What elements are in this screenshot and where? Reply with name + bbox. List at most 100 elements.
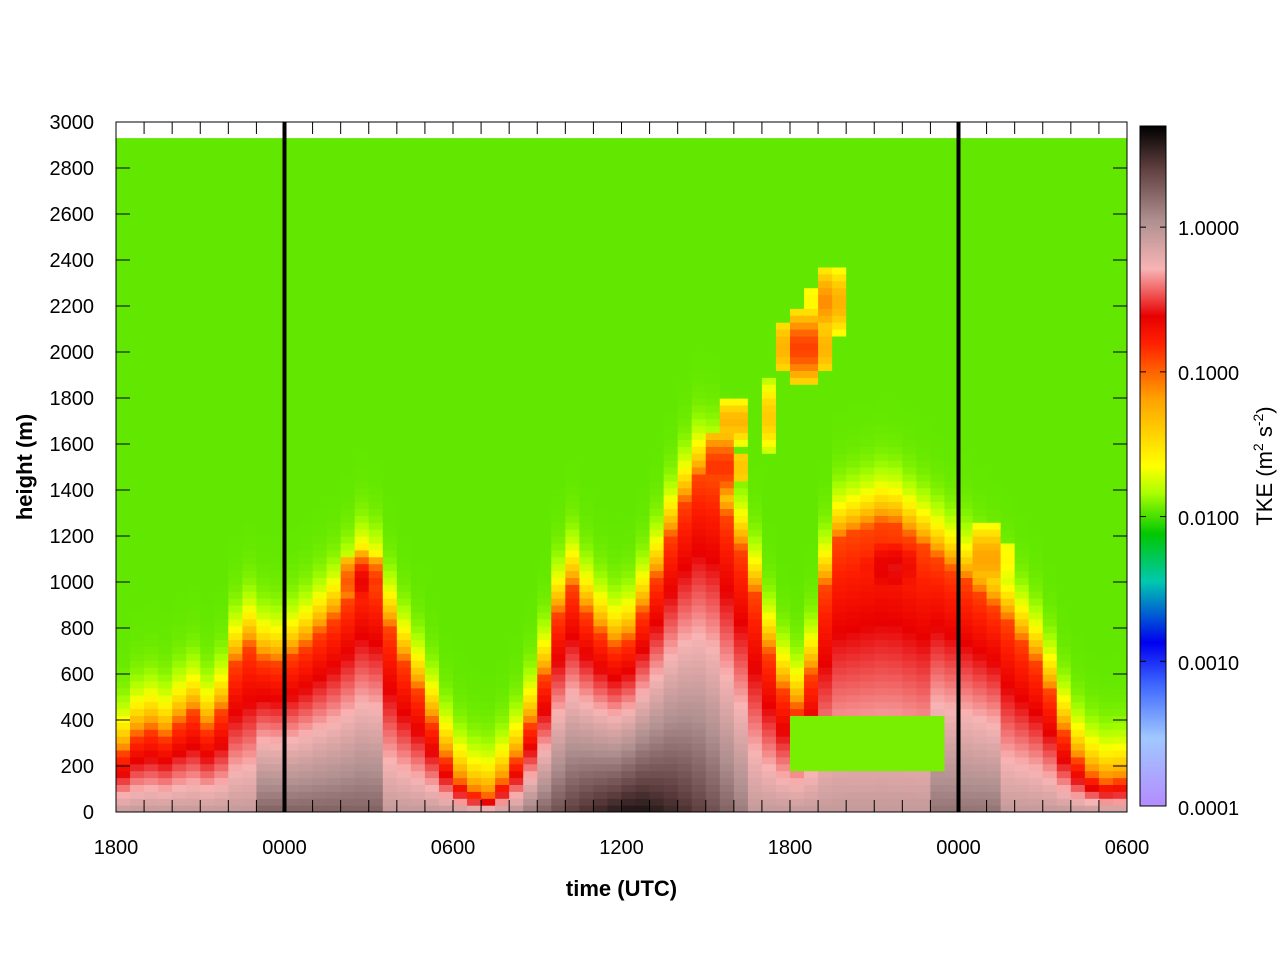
heatmap-cell — [775, 736, 791, 744]
heatmap-cell — [242, 584, 258, 592]
heatmap-cell — [551, 149, 566, 158]
heatmap-cell — [467, 798, 482, 806]
heatmap-cell — [607, 246, 623, 254]
heatmap-cell — [481, 763, 496, 772]
heatmap-cell — [775, 197, 791, 206]
heatmap-cell — [158, 749, 173, 758]
heatmap-cell — [635, 191, 651, 199]
heatmap-cell — [747, 239, 763, 247]
heatmap-cell — [326, 384, 342, 392]
heatmap-cell — [354, 225, 370, 233]
heatmap-cell — [200, 418, 215, 427]
heatmap-cell — [467, 266, 482, 275]
heatmap-cell — [270, 501, 286, 509]
heatmap-cell — [410, 138, 426, 144]
heatmap-cell — [396, 197, 412, 206]
heatmap-cell — [186, 467, 201, 475]
heatmap-cell — [382, 674, 398, 682]
heatmap-cell — [551, 480, 566, 489]
heatmap-cell — [733, 439, 749, 447]
heatmap-cell — [312, 749, 328, 758]
heatmap-cell — [691, 356, 707, 365]
heatmap-cell — [705, 542, 721, 551]
heatmap-cell — [354, 632, 370, 641]
heatmap-cell — [565, 687, 580, 696]
heatmap-cell — [410, 211, 426, 220]
heatmap-cell — [256, 266, 272, 275]
heatmap-cell — [270, 404, 286, 413]
heatmap-cell — [214, 253, 229, 261]
heatmap-cell — [635, 632, 651, 641]
heatmap-cell — [621, 784, 637, 792]
heatmap-cell — [144, 667, 159, 675]
heatmap-cell — [804, 218, 819, 227]
heatmap-cell — [551, 170, 566, 178]
heatmap-cell — [424, 487, 440, 496]
heatmap-cell — [200, 618, 215, 627]
heatmap-cell — [467, 184, 482, 192]
heatmap-cell — [775, 301, 791, 309]
heatmap-cell — [621, 184, 637, 192]
heatmap-cell — [495, 260, 510, 268]
heatmap-cell — [565, 322, 580, 330]
heatmap-cell — [382, 777, 398, 785]
heatmap-cell — [747, 460, 763, 468]
heatmap-cell — [551, 611, 566, 620]
heatmap-cell — [761, 322, 777, 330]
heatmap-cell — [677, 542, 693, 551]
heatmap-cell — [804, 432, 819, 440]
heatmap-cell — [607, 218, 623, 227]
heatmap-cell — [382, 377, 398, 385]
heatmap-cell — [438, 763, 454, 772]
heatmap-cell — [214, 770, 229, 779]
heatmap-cell — [481, 177, 496, 185]
heatmap-cell — [438, 439, 454, 447]
heatmap-cell — [200, 501, 215, 509]
heatmap-cell — [677, 667, 693, 675]
heatmap-cell — [284, 197, 300, 206]
heatmap-cell — [467, 784, 482, 792]
heatmap-cell — [593, 260, 609, 268]
heatmap-cell — [382, 439, 398, 447]
heatmap-cell — [565, 763, 580, 772]
heatmap-cell — [790, 411, 805, 420]
heatmap-cell — [242, 660, 258, 668]
heatmap-cell — [410, 439, 426, 447]
heatmap-cell — [607, 170, 623, 178]
heatmap-cell — [509, 197, 524, 206]
heatmap-cell — [354, 191, 370, 199]
heatmap-cell — [270, 329, 286, 337]
heatmap-cell — [804, 598, 819, 606]
heatmap-cell — [298, 301, 314, 309]
heatmap-cell — [719, 453, 735, 461]
heatmap-cell — [242, 480, 258, 489]
heatmap-cell — [705, 411, 721, 420]
heatmap-cell — [579, 639, 595, 647]
heatmap-cell — [144, 501, 159, 509]
heatmap-cell — [761, 308, 777, 316]
heatmap-cell — [733, 156, 749, 164]
heatmap-cell — [635, 398, 651, 406]
heatmap-cell — [396, 349, 412, 358]
heatmap-cell — [747, 446, 763, 454]
heatmap-cell — [790, 246, 805, 254]
heatmap-cell — [298, 253, 314, 261]
heatmap-cell — [116, 184, 131, 192]
heatmap-cell — [551, 639, 566, 647]
heatmap-cell — [790, 329, 805, 337]
heatmap-cell — [747, 473, 763, 482]
heatmap-cell — [424, 494, 440, 503]
heatmap-cell — [116, 639, 131, 647]
heatmap-cell — [326, 239, 342, 247]
heatmap-cell — [733, 625, 749, 634]
heatmap-cell — [593, 384, 609, 392]
heatmap-cell — [663, 667, 679, 675]
heatmap-cell — [256, 204, 272, 213]
heatmap-cell — [340, 563, 356, 572]
heatmap-cell — [368, 556, 384, 565]
heatmap-cell — [649, 536, 665, 544]
heatmap-cell — [537, 301, 552, 309]
heatmap-cell — [790, 729, 805, 737]
heatmap-cell — [790, 197, 805, 206]
heatmap-cell — [396, 411, 412, 420]
